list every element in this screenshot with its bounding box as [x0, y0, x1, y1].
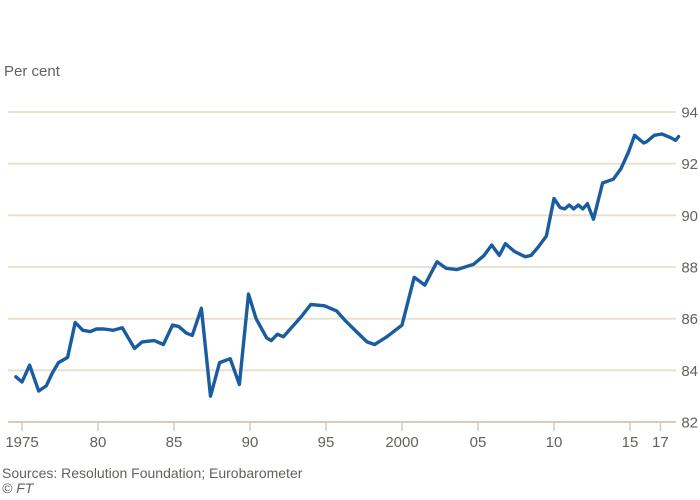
- data-line-series: [14, 132, 681, 398]
- x-axis-tick-label: 05: [470, 434, 487, 451]
- y-axis-tick-label: 84: [681, 363, 698, 380]
- y-axis-tick-label: 94: [681, 105, 698, 122]
- x-axis-tick-label: 95: [318, 434, 335, 451]
- x-axis-tick-label: 85: [166, 434, 183, 451]
- y-axis-tick-label: 88: [681, 260, 698, 277]
- y-axis-units-label: Per cent: [4, 63, 60, 80]
- ft-credit: © FT: [2, 480, 34, 496]
- x-axis-tick-label: 90: [242, 434, 259, 451]
- x-axis-tick-label: 15: [622, 434, 639, 451]
- y-axis-tick-label: 90: [681, 208, 698, 225]
- x-axis-tick-label: 10: [546, 434, 563, 451]
- x-axis-tick-label: 17: [652, 434, 669, 451]
- x-axis-tick-label: 1975: [5, 434, 38, 451]
- x-axis-tick-label: 80: [90, 434, 107, 451]
- y-axis-tick-label: 86: [681, 311, 698, 328]
- y-axis-tick-label: 82: [681, 415, 698, 432]
- source-note: Sources: Resolution Foundation; Eurobaro…: [2, 465, 303, 481]
- x-axis-tick-label: 2000: [385, 434, 418, 451]
- y-axis-tick-label: 92: [681, 156, 698, 173]
